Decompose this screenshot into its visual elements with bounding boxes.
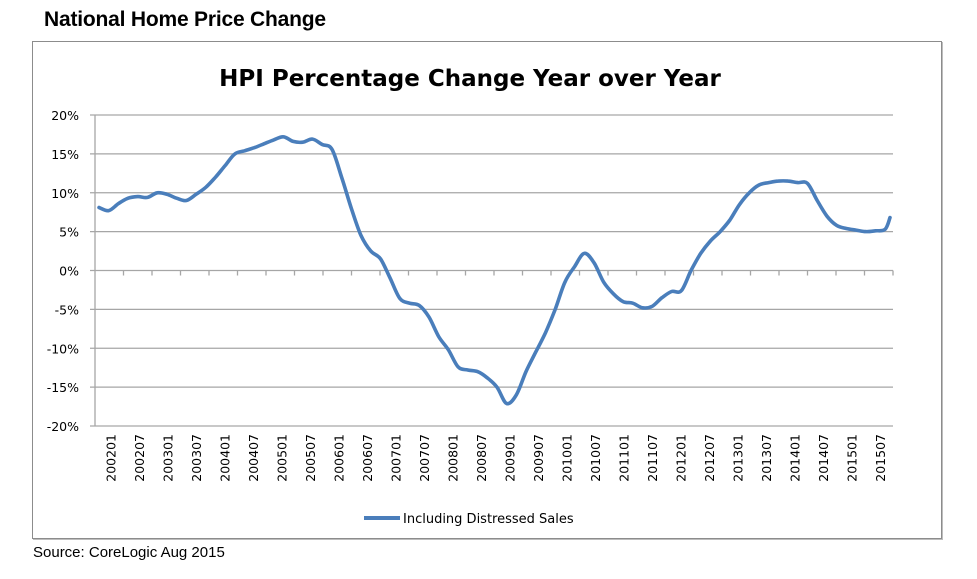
x-tick-label: 200801 — [445, 434, 460, 482]
x-axis — [90, 115, 894, 426]
y-tick-label: -10% — [47, 341, 79, 356]
y-tick-label: 0% — [59, 264, 79, 279]
legend: Including Distressed Sales — [364, 512, 574, 527]
source-note: Source: CoreLogic Aug 2015 — [33, 544, 225, 561]
x-tick-label: 200307 — [189, 434, 204, 482]
x-tick-label: 200501 — [274, 434, 289, 482]
x-tick-label: 201207 — [702, 434, 717, 482]
x-tick-label: 201307 — [759, 434, 774, 482]
x-tick-label: 200507 — [303, 434, 318, 482]
x-tick-label: 200807 — [474, 434, 489, 482]
x-tick-label: 200407 — [246, 434, 261, 482]
x-tick-label: 200907 — [531, 434, 546, 482]
x-tick-label: 200607 — [360, 434, 375, 482]
x-tick-label: 201301 — [730, 434, 745, 482]
series-lines — [97, 134, 892, 406]
x-axis-ticks: 200201 200207 200301 200307 200401 200407 2005… — [103, 434, 888, 482]
x-tick-label: 201407 — [816, 434, 831, 482]
x-tick-label: 200901 — [502, 434, 517, 482]
page-title: National Home Price Change — [44, 8, 326, 31]
y-tick-label: -5% — [55, 302, 79, 317]
x-tick-label: 200301 — [160, 434, 175, 482]
y-axis-ticks: 20% 15% 10% 5% 0% -5% -10% -15% -20% — [47, 108, 79, 434]
x-tick-label: 201507 — [873, 434, 888, 482]
y-tick-label: 20% — [51, 108, 79, 123]
x-tick-label: 201007 — [588, 434, 603, 482]
x-tick-label: 200707 — [417, 434, 432, 482]
y-tick-label: 15% — [51, 147, 79, 162]
series-line-including-distressed-sales — [97, 134, 892, 406]
x-tick-label: 201501 — [844, 434, 859, 482]
x-tick-label: 200207 — [132, 434, 147, 482]
y-tick-label: 5% — [59, 225, 79, 240]
x-tick-label: 200401 — [217, 434, 232, 482]
x-tick-label: 200701 — [388, 434, 403, 482]
x-tick-label: 201101 — [616, 434, 631, 482]
chart-frame — [32, 41, 942, 539]
x-tick-label: 201001 — [559, 434, 574, 482]
y-tick-label: -15% — [47, 380, 79, 395]
y-tick-label: 10% — [51, 186, 79, 201]
x-tick-label: 200601 — [331, 434, 346, 482]
x-tick-label: 201107 — [645, 434, 660, 482]
x-tick-label: 201201 — [673, 434, 688, 482]
x-tick-label: 201401 — [787, 434, 802, 482]
y-tick-label: -20% — [47, 419, 79, 434]
chart-title: HPI Percentage Change Year over Year — [219, 66, 721, 92]
gridlines — [90, 114, 893, 427]
legend-label: Including Distressed Sales — [403, 512, 574, 527]
x-tick-label: 200201 — [103, 434, 118, 482]
